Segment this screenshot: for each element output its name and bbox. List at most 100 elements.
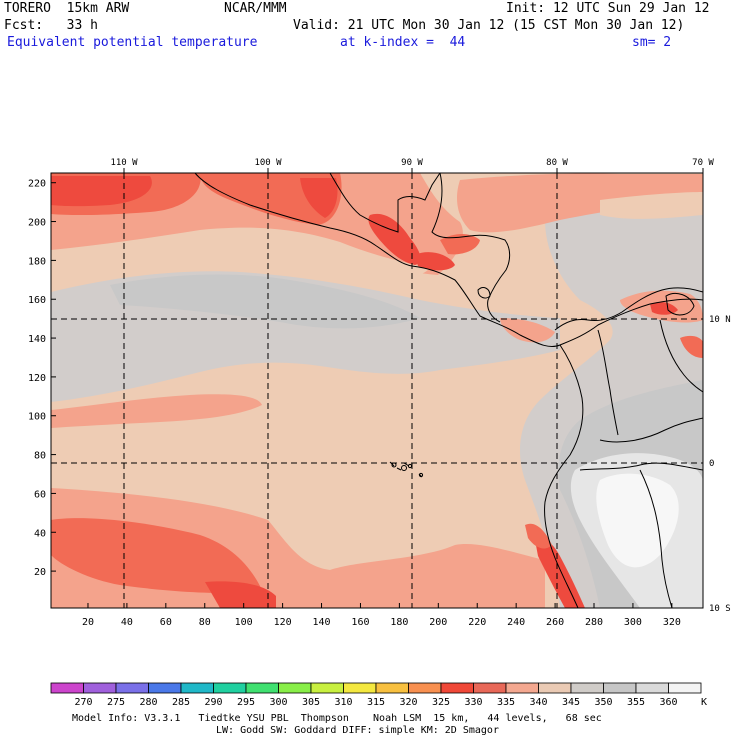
smoothing-label: sm= 2 <box>632 35 672 50</box>
mexico-coastline <box>329 173 441 233</box>
lat-label-10s: 10 S <box>709 604 731 614</box>
institution-label: NCAR/MMM <box>224 1 287 16</box>
colorbar-swatch <box>505 682 539 694</box>
colorbar-label: 360 <box>659 697 677 708</box>
field-band-355-mid <box>110 274 420 329</box>
colorbar-swatch <box>278 682 312 694</box>
colorbar-label: 315 <box>367 697 385 708</box>
caribbean-coastline <box>431 173 511 323</box>
colorbar-swatch <box>408 682 442 694</box>
x-tick-label: 180 <box>390 617 408 628</box>
colorbar-swatch <box>635 682 669 694</box>
y-axis: 220 200 180 160 140 120 100 80 60 40 20 <box>28 179 56 578</box>
colorbar-label: 305 <box>302 697 320 708</box>
lon-label-80w: 80 W <box>546 158 568 168</box>
model-name: TORERO 15km ARW <box>4 1 130 16</box>
x-tick-label: 300 <box>624 617 642 628</box>
field-band-330-mexico <box>300 178 338 218</box>
field-band-330-peru <box>535 538 585 608</box>
colorbar-label: 295 <box>237 697 255 708</box>
galapagos-island-4 <box>418 472 424 478</box>
lon-label-70w: 70 W <box>692 158 714 168</box>
field-band-345-north <box>51 227 430 283</box>
x-tick-label: 40 <box>121 617 133 628</box>
y-tick-label: 140 <box>28 334 46 345</box>
x-tick-label: 160 <box>351 617 369 628</box>
colorbar-swatch <box>213 682 247 694</box>
colorbar-label: 345 <box>562 697 580 708</box>
theta-e-field <box>51 173 703 608</box>
ecuador-peru-border <box>579 462 703 471</box>
lat-label-10n: 10 N <box>709 315 731 325</box>
colorbar-label: 285 <box>172 697 190 708</box>
colorbar-label: 270 <box>74 697 92 708</box>
field-band-330-guatemala <box>368 213 421 265</box>
x-tick-label: 200 <box>429 617 447 628</box>
field-band-340-mid <box>51 394 262 428</box>
y-tick-label: 40 <box>34 528 46 539</box>
field-band-330-venezuela <box>650 302 678 315</box>
colorbar-swatch <box>440 682 474 694</box>
lon-label-100w: 100 W <box>254 158 282 168</box>
colombia-peru-border <box>599 417 703 443</box>
colorbar-label: 290 <box>204 697 222 708</box>
y-tick-label: 180 <box>28 256 46 267</box>
x-tick-label: 80 <box>199 617 211 628</box>
level-label: at k-index = 44 <box>340 35 466 50</box>
model-info-line2: LW: Godd SW: Goddard DIFF: simple KM: 2D… <box>216 725 499 736</box>
lat-label-equator: 0 <box>709 459 714 469</box>
x-axis: 20 40 60 80 100 120 140 160 180 200 220 240 260 280 30… <box>82 603 681 628</box>
colorbar-label: 350 <box>594 697 612 708</box>
coastlines <box>194 173 703 608</box>
x-tick-label: 240 <box>507 617 525 628</box>
field-band-335-honduras <box>440 234 480 255</box>
colorbar-swatch <box>603 682 637 694</box>
south-america-west-coast <box>544 344 584 608</box>
colorbar-swatch <box>148 682 182 694</box>
colorbar-label: 320 <box>399 697 417 708</box>
y-tick-label: 20 <box>34 567 46 578</box>
colombia-border <box>597 329 619 436</box>
forecast-hour: Fcst: 33 h <box>4 18 98 33</box>
y-tick-label: 220 <box>28 179 46 190</box>
field-band-335-venezuela <box>680 335 703 358</box>
x-tick-label: 140 <box>313 617 331 628</box>
y-tick-label: 100 <box>28 412 46 423</box>
colorbar-label: 355 <box>627 697 645 708</box>
colorbar-swatch <box>668 682 702 694</box>
x-tick-label: 320 <box>663 617 681 628</box>
field-band-330-nw <box>51 176 152 207</box>
map-frame <box>50 172 704 609</box>
lon-label-90w: 90 W <box>401 158 423 168</box>
colorbar-label: 310 <box>334 697 352 708</box>
colorbar-swatch <box>83 682 117 694</box>
pacific-coastline <box>194 173 703 348</box>
field-band-high-east <box>596 473 679 568</box>
galapagos-island-2 <box>401 465 407 471</box>
x-tick-label: 120 <box>274 617 292 628</box>
field-band-330-sw <box>205 581 276 608</box>
lon-label-110w: 110 W <box>110 158 138 168</box>
field-title: Equivalent potential temperature <box>7 35 258 50</box>
y-tick-label: 80 <box>34 451 46 462</box>
colorbar-label: 325 <box>432 697 450 708</box>
lake-nicaragua <box>477 287 491 299</box>
colorbar-label: 330 <box>464 697 482 708</box>
colorbar-swatch <box>50 682 84 694</box>
model-info-line1: Model Info: V3.3.1 Tiedtke YSU PBL Thomp… <box>72 713 602 724</box>
x-tick-label: 20 <box>82 617 94 628</box>
x-tick-label: 280 <box>585 617 603 628</box>
colorbar: 270 275 280 285 290 295 300 305 310 315 320 325 330 3… <box>50 682 702 708</box>
field-band-340-panama <box>500 318 555 343</box>
colombia-north-coast <box>554 287 703 331</box>
y-tick-label: 60 <box>34 489 46 500</box>
x-tick-label: 100 <box>235 617 253 628</box>
field-band-340-carib <box>457 173 703 233</box>
lake-maracaibo <box>665 292 695 316</box>
colorbar-swatch <box>310 682 344 694</box>
colorbar-swatch <box>375 682 409 694</box>
colorbar-label: 335 <box>497 697 515 708</box>
x-tick-label: 60 <box>160 617 172 628</box>
colorbar-swatch <box>570 682 604 694</box>
